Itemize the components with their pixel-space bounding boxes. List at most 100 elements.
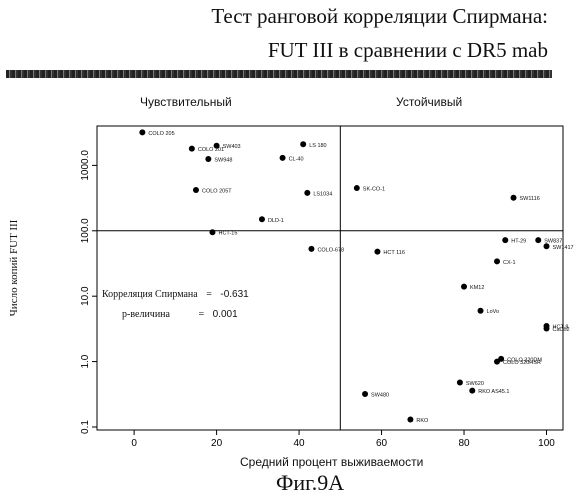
axes: 0 20 40 60 80 100 0.1 1.0 10.0 100.0 1000.0 — [80, 126, 563, 449]
data-point: SW1417 — [544, 243, 574, 251]
x-tick-label: 100 — [538, 438, 555, 449]
point-label: COLO 205T — [202, 189, 232, 195]
p-value: p-величина = 0.001 — [102, 309, 238, 320]
y-tick-label: 1.0 — [80, 354, 91, 368]
y-tick-label: 10.0 — [80, 286, 91, 306]
data-point: CX-1 — [494, 258, 516, 266]
point-label: LS1034 — [313, 191, 332, 197]
y-tick-label: 1000.0 — [80, 150, 91, 181]
point-marker — [139, 129, 145, 135]
point-marker — [280, 155, 286, 161]
point-marker — [407, 417, 413, 423]
point-label: DLD-1 — [268, 218, 284, 224]
data-point: SW837 — [535, 237, 562, 245]
data-point: HCT-15 — [209, 229, 237, 237]
data-point: CaCo2 — [544, 326, 570, 334]
point-marker — [374, 249, 380, 255]
point-marker — [304, 190, 310, 196]
data-point: SK-CO-1 — [354, 185, 385, 193]
point-marker — [214, 143, 220, 149]
point-label: COLO-678 — [317, 247, 344, 253]
point-label: HCT 116 — [383, 250, 405, 256]
x-axis-label: Средний процент выживаемости — [240, 455, 423, 469]
point-marker — [209, 229, 215, 235]
point-label: SW620 — [466, 381, 484, 387]
p-value-label: p-величина — [102, 309, 190, 320]
point-label: SK-CO-1 — [363, 187, 385, 193]
point-marker — [502, 237, 508, 243]
point-label: CX-1 — [503, 260, 516, 266]
p-value-equals: = — [199, 309, 205, 320]
data-point: SW1116 — [511, 195, 540, 203]
point-label: SW948 — [214, 158, 232, 164]
data-point: RKO AS45.1 — [469, 388, 509, 396]
y-axis-label: Число копий FUT III — [8, 220, 20, 317]
data-point: DLD-1 — [259, 216, 284, 224]
point-label: COLO 205 — [148, 131, 174, 137]
point-marker — [362, 391, 368, 397]
point-marker — [544, 243, 550, 249]
data-point: KM12 — [461, 284, 484, 292]
point-marker — [494, 359, 500, 365]
point-label: SW480 — [371, 392, 389, 398]
data-point: LoVo — [478, 308, 500, 316]
point-label: HCT-15 — [218, 231, 237, 237]
y-tick-label: 0.1 — [80, 420, 91, 434]
point-label: COLO 320HSR — [503, 360, 541, 366]
point-marker — [469, 388, 475, 394]
p-value-number: 0.001 — [213, 309, 238, 320]
figure-caption: Фиг.9A — [276, 470, 344, 496]
point-marker — [544, 326, 550, 332]
data-point: HCT 116 — [374, 249, 405, 257]
point-label: CL-40 — [289, 156, 304, 162]
x-tick-label: 20 — [211, 438, 223, 449]
data-point: LS1034 — [304, 190, 332, 198]
data-point: CL-40 — [280, 155, 304, 163]
data-point: SW948 — [205, 156, 232, 164]
data-point: COLO-678 — [308, 246, 344, 254]
data-point: LS 180 — [300, 141, 326, 149]
data-point: SW480 — [362, 391, 389, 399]
point-label: COLO 201 — [198, 147, 224, 153]
point-marker — [494, 258, 500, 264]
point-marker — [478, 308, 484, 314]
correlation-equals: = — [206, 289, 212, 300]
y-tick-label: 100.0 — [80, 218, 91, 243]
x-tick-label: 80 — [458, 438, 470, 449]
point-label: LS 180 — [309, 143, 326, 149]
point-marker — [511, 195, 517, 201]
data-point: HT-29 — [502, 237, 526, 245]
point-marker — [300, 141, 306, 147]
point-label: RKO — [416, 418, 429, 424]
data-point: COLO 205 — [139, 129, 174, 137]
data-points: COLO 205 COLO 201SW403 SW948 LS 180 CL-40 COL… — [139, 129, 573, 424]
point-label: SW1417 — [553, 245, 574, 251]
point-marker — [205, 156, 211, 162]
x-tick-label: 0 — [131, 438, 137, 449]
point-label: RKO AS45.1 — [478, 389, 509, 395]
point-marker — [457, 379, 463, 385]
point-label: KM12 — [470, 285, 484, 291]
point-marker — [189, 146, 195, 152]
point-label: LoVo — [487, 309, 500, 315]
x-tick-label: 40 — [294, 438, 306, 449]
spearman-correlation: Корреляция Спирмана = -0.631 — [102, 289, 249, 300]
correlation-label: Корреляция Спирмана — [102, 289, 198, 300]
point-marker — [259, 216, 265, 222]
point-marker — [308, 246, 314, 252]
point-label: CaCo2 — [553, 327, 570, 333]
point-label: HT-29 — [511, 239, 526, 245]
point-label: SW403 — [223, 144, 241, 150]
point-marker — [354, 185, 360, 191]
point-marker — [535, 237, 541, 243]
x-tick-label: 60 — [376, 438, 388, 449]
data-point: COLO 205T — [193, 187, 232, 195]
data-point: SW620 — [457, 379, 484, 387]
data-point: RKO — [407, 417, 429, 425]
point-marker — [193, 187, 199, 193]
point-marker — [461, 284, 467, 290]
point-label: SW1116 — [520, 196, 540, 202]
plot-frame — [97, 126, 563, 430]
correlation-value: -0.631 — [220, 289, 248, 300]
